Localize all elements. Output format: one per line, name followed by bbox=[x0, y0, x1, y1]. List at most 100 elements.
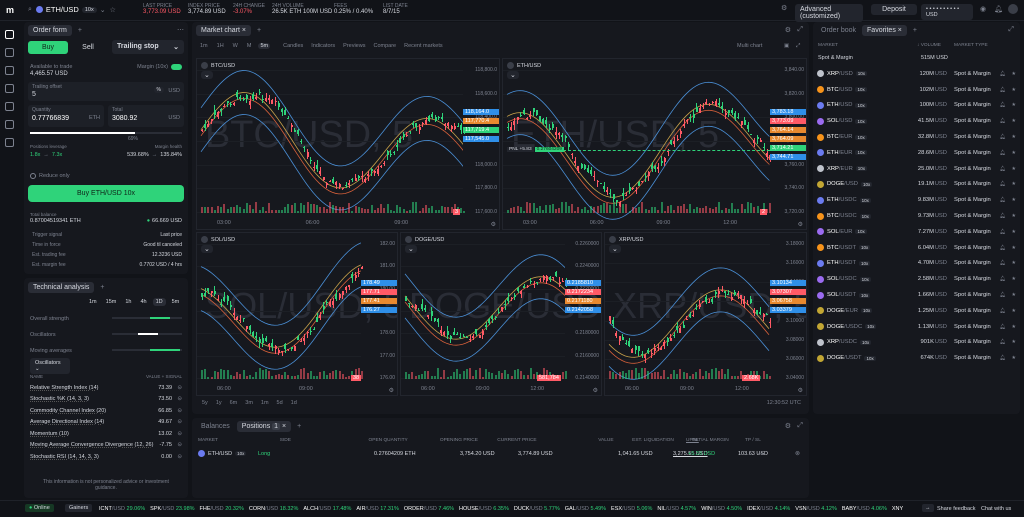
position-row[interactable]: ETH/USD 10x Long 0.27604209 ETH 3,754.20 … bbox=[198, 448, 803, 462]
star-icon[interactable]: ★ bbox=[1011, 292, 1016, 299]
expand-icon[interactable]: ⤢ bbox=[1008, 26, 1014, 33]
star-icon[interactable]: ★ bbox=[1011, 307, 1016, 314]
interval-tab[interactable]: 1D bbox=[152, 298, 166, 306]
ticker-item[interactable]: NIL/USD 4.57% bbox=[657, 506, 697, 512]
market-row[interactable]: DOGE / EUR 10x 1.25M Spot & Margin 🔔︎ ★ USD bbox=[813, 303, 1020, 319]
trailing-offset-field[interactable]: Trailing offset 5 % USD bbox=[28, 82, 184, 101]
expand-icon[interactable]: ⤢ bbox=[797, 422, 803, 429]
market-row[interactable]: XRP / EUR 10x 25.0M Spot & Margin 🔔︎ ★ USD bbox=[813, 161, 1020, 177]
total-field[interactable]: Total 3080.92 USD bbox=[108, 105, 184, 127]
star-icon[interactable]: ★ bbox=[1011, 276, 1016, 283]
bell-icon[interactable]: 🔔︎ bbox=[999, 276, 1006, 283]
tab-favorites[interactable]: Favorites × bbox=[862, 25, 907, 36]
market-row[interactable]: XRP / USDC 10x 901K Spot & Margin 🔔︎ ★ USD bbox=[813, 335, 1020, 351]
add-tab-icon[interactable]: + bbox=[256, 27, 262, 34]
bell-icon[interactable]: 🔔︎ bbox=[999, 149, 1006, 156]
tab-positions[interactable]: Positions 1 × bbox=[236, 421, 292, 432]
star-icon[interactable]: ★ bbox=[1011, 197, 1016, 204]
market-row[interactable]: XRP / USD 10x 120M Spot & Margin 🔔︎ ★ USD bbox=[813, 66, 1020, 82]
chevron-down-icon[interactable]: ⌄ bbox=[609, 245, 621, 253]
chevron-down-icon[interactable]: ⌄ bbox=[507, 71, 519, 79]
settings-icon[interactable]: ⚙ bbox=[490, 222, 496, 228]
chart-tool-button[interactable]: Recent markets bbox=[404, 43, 443, 49]
bell-icon[interactable]: 🔔︎ bbox=[999, 339, 1006, 346]
market-row[interactable]: SOL / USD 10x 41.5M Spot & Margin 🔔︎ ★ USD bbox=[813, 113, 1020, 129]
add-tab-icon[interactable]: + bbox=[912, 27, 917, 34]
bell-icon[interactable]: 🔔︎ bbox=[999, 355, 1006, 362]
star-icon[interactable]: ★ bbox=[1011, 181, 1016, 188]
tag-icon[interactable] bbox=[5, 48, 14, 57]
ticker-item[interactable]: ALCH/USD 17.48% bbox=[303, 506, 352, 512]
pnl-marker[interactable]: PNL +5.83 0.27604209 bbox=[507, 147, 564, 153]
chart-tool-button[interactable]: Candles bbox=[283, 43, 304, 49]
star-icon[interactable]: ★ bbox=[1011, 213, 1016, 220]
bell-icon[interactable]: 🔔︎ bbox=[999, 181, 1006, 188]
star-icon[interactable]: ★ bbox=[1011, 149, 1016, 156]
ticker-item[interactable]: HOUSE/USD 6.35% bbox=[459, 506, 509, 512]
star-icon[interactable]: ★ bbox=[1011, 228, 1016, 235]
market-row[interactable]: BTC / EUR 10x 32.8M Spot & Margin 🔔︎ ★ USD bbox=[813, 129, 1020, 145]
avatar[interactable] bbox=[1008, 4, 1018, 14]
ticker-item[interactable]: DUCK/USD 5.77% bbox=[513, 506, 560, 512]
market-row[interactable]: SOL / USDC 10x 2.58M Spot & Margin 🔔︎ ★ USD bbox=[813, 271, 1020, 287]
star-icon[interactable]: ★ bbox=[1011, 244, 1016, 251]
star-icon[interactable]: ★ bbox=[1011, 102, 1016, 109]
gear-icon[interactable]: ⚙ bbox=[784, 27, 791, 34]
oscillator-row[interactable]: Stochastic RSI (14, 14, 3, 3) 0.00 ⊝ bbox=[30, 451, 182, 463]
ticker-item[interactable]: AIR/USD 17.31% bbox=[356, 506, 399, 512]
add-tab-icon[interactable]: + bbox=[77, 27, 82, 34]
bank-icon[interactable] bbox=[5, 84, 14, 93]
ticker-item[interactable]: FHE/USD 20.32% bbox=[199, 506, 244, 512]
bell-icon[interactable]: 🔔︎ bbox=[999, 134, 1006, 141]
sell-tab[interactable]: Sell bbox=[82, 43, 94, 51]
chart-tool-button[interactable]: Compare bbox=[373, 43, 397, 49]
ticker-item[interactable]: BABY/USD 4.06% bbox=[841, 506, 887, 512]
add-tab-icon[interactable]: + bbox=[297, 423, 302, 430]
bell-icon[interactable]: 🔔︎ bbox=[999, 118, 1006, 125]
share-feedback-link[interactable]: Share feedback bbox=[937, 506, 976, 512]
chevron-down-icon[interactable]: ⌄ bbox=[201, 71, 213, 79]
percent-icon[interactable] bbox=[5, 102, 14, 111]
range-button[interactable]: 3m bbox=[245, 400, 253, 406]
gainers-button[interactable]: Gainers bbox=[65, 504, 93, 512]
star-icon[interactable]: ★ bbox=[1011, 134, 1016, 141]
fullscreen-icon[interactable]: ⤢ bbox=[796, 43, 801, 49]
star-icon[interactable]: ★ bbox=[1011, 260, 1016, 267]
ticker-item[interactable]: WIN/USD 4.50% bbox=[701, 506, 743, 512]
star-icon[interactable]: ★ bbox=[1011, 165, 1016, 172]
interval-tab[interactable]: 5m bbox=[171, 299, 180, 305]
more-icon[interactable]: ⋯ bbox=[177, 27, 184, 34]
deposit-button[interactable]: Deposit bbox=[871, 4, 917, 15]
tab-technical[interactable]: Technical analysis bbox=[28, 282, 95, 293]
tab-order-form[interactable]: Order form bbox=[28, 25, 72, 36]
range-button[interactable]: 1y bbox=[215, 400, 222, 406]
market-row[interactable]: BTC / USD 10x 102M Spot & Margin 🔔︎ ★ USD bbox=[813, 82, 1020, 98]
oscillator-row[interactable]: Relative Strength Index (14) 73.39 ⊝ bbox=[30, 382, 182, 394]
bell-icon[interactable]: 🔔︎ bbox=[999, 102, 1006, 109]
interval-tab[interactable]: 15m bbox=[105, 299, 117, 305]
chart-icon[interactable] bbox=[5, 66, 14, 75]
market-row[interactable]: ETH / USDT 10x 4.70M Spot & Margin 🔔︎ ★ USD bbox=[813, 256, 1020, 272]
price-chart[interactable]: BTC/USD, 5 BTC/USD ⌄ 118,800.0 118,600.0 118,… bbox=[196, 58, 500, 230]
price-chart[interactable]: SOL/USD, 5SOL/USD⌄182.00181.00180.00179.… bbox=[196, 232, 398, 396]
mode-select[interactable]: Advanced (customized) bbox=[795, 4, 863, 22]
bell-icon[interactable]: 🔔︎ bbox=[999, 213, 1006, 220]
tab-balances[interactable]: Balances bbox=[201, 423, 230, 430]
star-icon[interactable]: ★ bbox=[1011, 118, 1016, 125]
oscillator-select[interactable]: Oscillators ⌄ bbox=[30, 358, 70, 374]
chat-link[interactable]: Chat with us bbox=[981, 506, 1012, 512]
market-row[interactable]: DOGE / USDT 10x 674K Spot & Margin 🔔︎ ★ USD bbox=[813, 350, 1020, 366]
ticker-item[interactable]: ORDER/USD 7.46% bbox=[403, 506, 455, 512]
timeframe-button[interactable]: 1H bbox=[216, 43, 224, 49]
price-chart[interactable]: DOGE/USD, 5DOGE/USD⌄0.22600000.22400000.… bbox=[400, 232, 602, 396]
timeframe-button[interactable]: 5m bbox=[258, 43, 271, 49]
tab-market-chart[interactable]: Market chart × bbox=[196, 25, 251, 36]
market-row[interactable]: ETH / EUR 10x 28.6M Spot & Margin 🔔︎ ★ USD bbox=[813, 145, 1020, 161]
oscillator-row[interactable]: Momentum (10) 13.02 ⊝ bbox=[30, 428, 182, 440]
market-row[interactable]: DOGE / USD 10x 19.1M Spot & Margin 🔔︎ ★ USD bbox=[813, 177, 1020, 193]
star-icon[interactable]: ☆ bbox=[109, 6, 116, 14]
add-tab-icon[interactable]: + bbox=[100, 284, 105, 291]
oscillator-row[interactable]: Stochastic %K (14, 3, 3) 73.50 ⊝ bbox=[30, 394, 182, 406]
gift-icon[interactable] bbox=[5, 138, 14, 147]
settings-icon[interactable]: ⚙ bbox=[592, 388, 598, 394]
